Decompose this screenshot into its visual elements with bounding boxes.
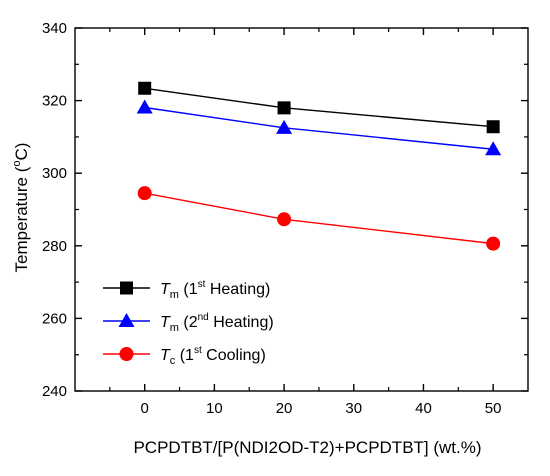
data-point — [138, 81, 152, 95]
y-axis-label: Temperature (oC) — [11, 143, 31, 273]
x-tick-label: 20 — [276, 400, 293, 417]
legend-entry: Tm (2nd Heating) — [103, 312, 274, 334]
x-tick-label: 50 — [485, 400, 502, 417]
y-tick-label: 320 — [42, 93, 67, 110]
x-axis-label: PCPDTBT/[P(NDI2OD-T2)+PCPDTBT] (wt.%) — [133, 438, 481, 457]
legend-marker — [120, 281, 133, 295]
x-tick-label: 0 — [141, 400, 149, 417]
series-line — [144, 87, 494, 128]
data-point — [486, 120, 500, 134]
data-point — [136, 99, 153, 114]
legend-entry: Tm (1st Heating) — [103, 279, 270, 301]
legend-marker — [119, 347, 134, 361]
legend: Tm (1st Heating) Tm (2nd Heating) Tc (1st … — [103, 279, 274, 367]
x-tick-label: 10 — [206, 400, 223, 417]
legend-label: Tm (1st Heating) — [160, 279, 270, 301]
data-point — [486, 236, 501, 251]
y-tick-label: 240 — [42, 383, 67, 400]
series-layer — [136, 81, 502, 251]
legend-entry: Tc (1st Cooling) — [103, 345, 266, 367]
legend-label: Tc (1st Cooling) — [160, 345, 266, 367]
axes: 0 10 20 30 40 50 240 260 280 300 320 340 — [42, 20, 529, 417]
legend-marker — [118, 313, 135, 327]
series-square — [138, 81, 500, 134]
data-point — [485, 141, 502, 156]
x-tick-label: 40 — [415, 400, 432, 417]
y-tick-label: 280 — [42, 238, 67, 255]
axis-labels: PCPDTBT/[P(NDI2OD-T2)+PCPDTBT] (wt.%) Tem… — [11, 143, 482, 457]
legend-label: Tm (2nd Heating) — [160, 312, 274, 334]
series-circle — [137, 186, 501, 251]
y-tick-label: 260 — [42, 310, 67, 327]
data-point — [137, 186, 152, 201]
y-tick-label: 300 — [42, 165, 67, 182]
series-triangle — [136, 99, 502, 156]
data-point — [276, 119, 293, 134]
series-line — [144, 192, 494, 245]
data-point — [277, 212, 292, 227]
data-point — [277, 101, 291, 115]
series-line — [144, 106, 494, 150]
x-tick-label: 30 — [345, 400, 362, 417]
y-tick-label: 340 — [42, 20, 67, 37]
